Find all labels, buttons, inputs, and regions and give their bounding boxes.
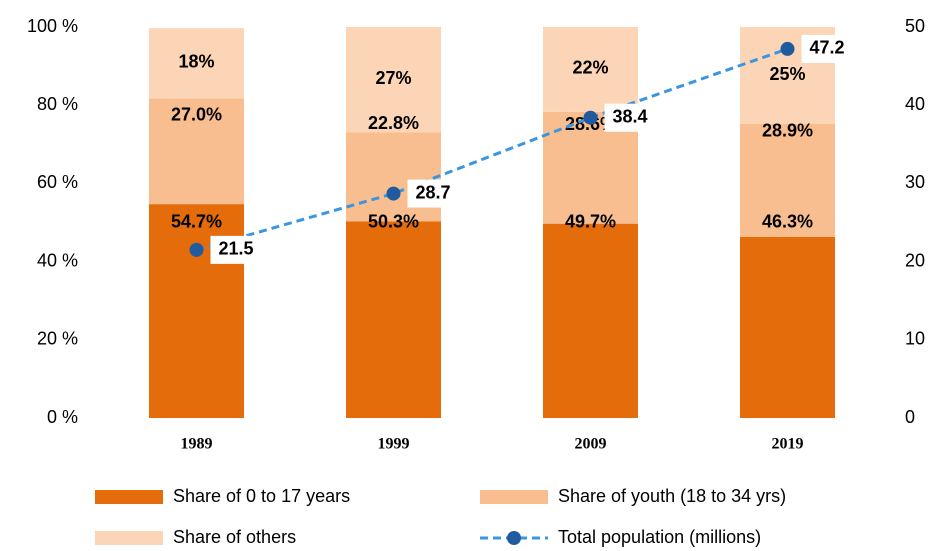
y-tick-label: 100 %: [27, 16, 78, 36]
bar-segment: [543, 27, 638, 112]
line: [196, 47, 788, 252]
data-label: 38.4: [613, 106, 648, 126]
bar-segment: [149, 98, 244, 205]
legend-swatch: [480, 490, 548, 504]
data-label: 49.7%: [565, 211, 616, 231]
y2-tick-label: 20: [905, 250, 925, 270]
line-marker: [583, 110, 598, 125]
x-tick-label: 2009: [575, 436, 607, 453]
y2-tick-label: 0: [905, 407, 915, 427]
data-label: 21.5: [219, 239, 254, 259]
y-tick-label: 60 %: [37, 172, 78, 192]
legend-label: Share of others: [173, 527, 296, 547]
bar-segment: [740, 123, 835, 237]
y2-tick-label: 30: [905, 172, 925, 192]
y2-tick-label: 40: [905, 94, 925, 114]
x-tick-label: 1999: [378, 436, 410, 453]
bar-segment: [346, 221, 441, 418]
y-tick-label: 0 %: [47, 407, 78, 427]
y2-tick-label: 10: [905, 329, 925, 349]
y2-tick-label: 50: [905, 16, 925, 36]
bars: [149, 27, 835, 418]
legend-label: Share of 0 to 17 years: [173, 486, 350, 506]
data-label: 28.7: [416, 182, 451, 202]
data-label: 22.8%: [368, 113, 419, 133]
bar-segment: [740, 236, 835, 418]
y-tick-label: 80 %: [37, 94, 78, 114]
x-tick-label: 2019: [772, 436, 804, 453]
data-label: 27.0%: [171, 104, 222, 124]
label-box: [210, 235, 269, 264]
y-tick-label: 40 %: [37, 250, 78, 270]
data-label: 50.3%: [368, 211, 419, 231]
data-label: 18%: [178, 52, 214, 72]
bar-segment: [149, 28, 244, 99]
x-tick-label: 1989: [181, 436, 213, 453]
legend-label: Total population (millions): [558, 527, 761, 547]
data-label: 27%: [375, 68, 411, 88]
bar-segment: [346, 27, 441, 133]
line-marker: [189, 242, 204, 257]
data-label: 22%: [572, 58, 608, 78]
line-marker: [386, 186, 401, 201]
line-marker: [780, 41, 795, 56]
data-label: 47.2: [810, 38, 845, 58]
label-box: [604, 103, 663, 132]
data-label: 28.9%: [762, 121, 813, 141]
bar-segment: [346, 132, 441, 222]
y-tick-label: 20 %: [37, 329, 78, 349]
legend-swatch: [95, 531, 163, 545]
legend-label: Share of youth (18 to 34 yrs): [558, 486, 786, 506]
bar-segment: [543, 223, 638, 418]
legend-swatch: [95, 490, 163, 504]
label-box: [407, 179, 466, 208]
data-label: 46.3%: [762, 211, 813, 231]
legend-marker: [507, 531, 521, 545]
label-box: [801, 34, 860, 63]
data-label: 54.7%: [171, 211, 222, 231]
data-label: 25%: [769, 64, 805, 84]
